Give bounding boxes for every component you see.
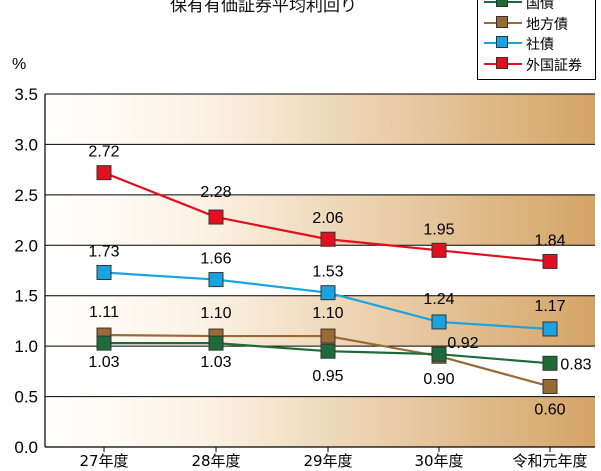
data-point-marker	[320, 328, 336, 344]
legend-square-marker	[496, 16, 508, 28]
data-point-marker	[208, 272, 224, 288]
data-label: 1.10	[312, 305, 343, 322]
data-label: 2.28	[200, 184, 231, 201]
data-point-marker	[542, 321, 558, 337]
y-tick-label: 1.5	[14, 287, 38, 306]
data-label: 1.84	[534, 232, 565, 249]
y-tick-label: 3.5	[14, 85, 38, 104]
data-point-marker	[320, 343, 336, 359]
x-tick-label: 28年度	[191, 452, 240, 470]
y-tick-label: 1.0	[14, 337, 38, 356]
data-label: 0.92	[447, 335, 478, 352]
data-point-marker	[542, 355, 558, 371]
x-tick-label: 27年度	[79, 452, 128, 470]
legend-square-marker	[496, 36, 508, 48]
y-tick-label: 3.0	[14, 135, 38, 154]
axes	[44, 94, 595, 452]
data-label: 0.60	[534, 401, 565, 418]
data-label: 1.10	[200, 305, 231, 322]
legend-label: 外国証券	[526, 58, 582, 74]
data-point-marker	[320, 285, 336, 301]
gridlines	[45, 93, 595, 448]
data-label: 1.95	[423, 221, 454, 238]
y-tick-label: 2.0	[14, 236, 38, 255]
legend: 国債 地方債 社債 外国証券	[477, 0, 596, 80]
legend-label: 地方債	[526, 17, 568, 33]
data-label: 1.11	[89, 304, 119, 321]
y-axis-unit: %	[12, 56, 27, 73]
legend-label: 国債	[526, 0, 554, 12]
legend-item-kokusai: 国債	[484, 0, 596, 12]
background-band	[45, 295, 595, 347]
background-band	[45, 94, 595, 145]
y-tick-label: 0.0	[14, 438, 38, 457]
data-label: 2.72	[88, 144, 119, 161]
data-labels: 1.03 1.03 0.95 0.92 0.83 1.11 1.10 1.10 0.90 0.60…	[88, 144, 591, 419]
x-tick-label: 29年度	[303, 452, 352, 470]
data-label: 1.03	[200, 354, 231, 371]
data-label: 1.03	[88, 354, 119, 371]
legend-item-chihousai: 地方債	[484, 14, 596, 33]
legend-square-marker	[496, 57, 508, 69]
data-label: 0.95	[312, 368, 343, 385]
x-tick-labels: 27年度 28年度 29年度 30年度 令和元年度	[79, 452, 587, 470]
series-markers	[96, 165, 558, 394]
y-tick-label: 2.5	[14, 186, 38, 205]
data-label: 0.83	[560, 356, 591, 373]
data-point-marker	[96, 265, 112, 281]
data-point-marker	[431, 314, 447, 330]
legend-square-marker	[496, 0, 508, 7]
data-label: 0.90	[423, 371, 454, 388]
data-point-marker	[208, 209, 224, 225]
data-point-marker	[96, 335, 112, 351]
legend-label: 社債	[526, 37, 554, 53]
data-point-marker	[431, 346, 447, 362]
data-label: 2.06	[312, 210, 343, 227]
data-label: 1.17	[534, 298, 565, 315]
y-tick-label: 0.5	[14, 388, 38, 407]
data-label: 1.53	[312, 264, 343, 281]
data-point-marker	[208, 335, 224, 351]
x-tick-label: 令和元年度	[512, 452, 587, 470]
data-label: 1.24	[423, 291, 454, 308]
data-point-marker	[96, 165, 112, 181]
data-point-marker	[320, 231, 336, 247]
y-tick-labels: 0.0 0.5 1.0 1.5 2.0 2.5 3.0 3.5	[14, 85, 38, 457]
data-label: 1.66	[200, 251, 231, 268]
data-point-marker	[431, 242, 447, 258]
data-point-marker	[542, 378, 558, 394]
data-label: 1.73	[88, 244, 119, 261]
x-tick-label: 30年度	[414, 452, 463, 470]
background-band	[45, 396, 595, 447]
legend-item-shasai: 社債	[484, 34, 596, 53]
chart-title: 保有有価証券平均利回り	[170, 0, 357, 16]
data-point-marker	[542, 253, 558, 269]
legend-item-gaikoku: 外国証券	[484, 55, 596, 74]
